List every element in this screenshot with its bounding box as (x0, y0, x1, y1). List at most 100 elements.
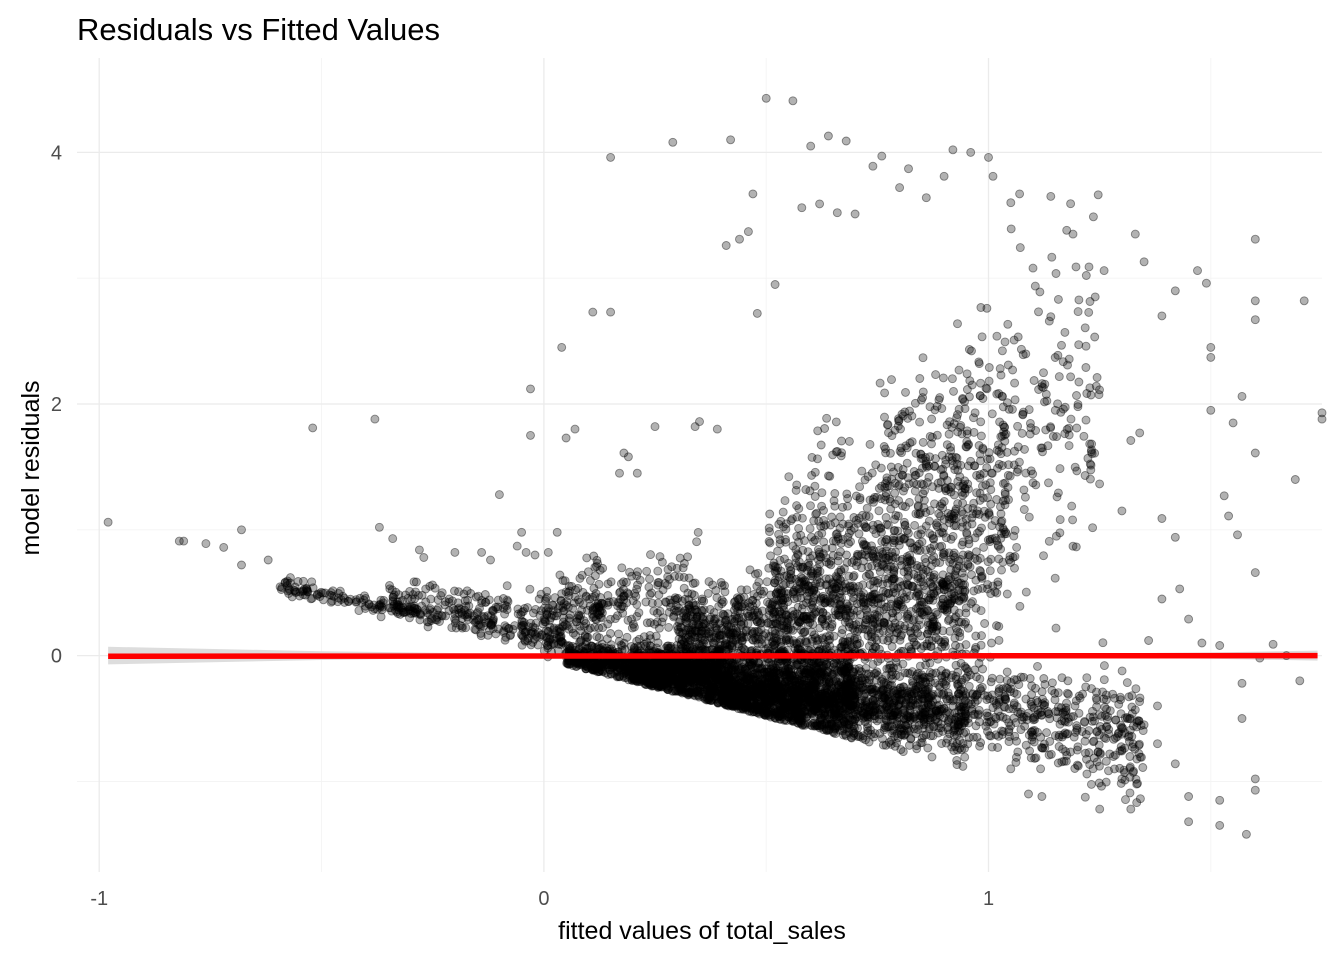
scatter-point (676, 639, 686, 649)
scatter-point (587, 641, 597, 651)
scatter-point (661, 643, 671, 653)
scatter-point (639, 674, 649, 684)
scatter-point (581, 664, 591, 674)
scatter-point (624, 664, 634, 674)
scatter-point (593, 657, 603, 667)
scatter-point (719, 687, 729, 697)
scatter-point (679, 674, 688, 684)
scatter-point (700, 665, 710, 675)
scatter-point (786, 565, 796, 575)
scatter-point (805, 524, 815, 534)
scatter-point (899, 714, 909, 724)
scatter-point (871, 675, 881, 685)
scatter-point (665, 664, 675, 674)
scatter-point (622, 659, 632, 669)
scatter-point (587, 664, 597, 674)
scatter-point (666, 663, 675, 673)
scatter-point (729, 671, 739, 681)
scatter-point (563, 658, 573, 668)
scatter-point (720, 587, 730, 597)
scatter-point (733, 602, 743, 612)
scatter-point (641, 680, 651, 690)
scatter-point (825, 631, 834, 641)
scatter-point (593, 663, 603, 673)
scatter-point (885, 689, 895, 699)
scatter-point (629, 660, 639, 669)
scatter-point (873, 656, 883, 666)
scatter-point (637, 661, 647, 671)
scatter-point (581, 660, 591, 670)
scatter-point (584, 663, 593, 673)
scatter-point (727, 679, 737, 689)
scatter-point (715, 692, 725, 702)
scatter-point (794, 676, 804, 686)
scatter-point (660, 661, 670, 670)
scatter-point (699, 660, 709, 669)
scatter-point (987, 638, 996, 648)
scatter-point (702, 695, 712, 705)
scatter-point (642, 673, 652, 683)
scatter-point (806, 501, 815, 511)
scatter-point (590, 664, 599, 674)
scatter-point (631, 661, 641, 671)
scatter-point (790, 644, 800, 654)
scatter-point (913, 684, 923, 694)
scatter-point (755, 696, 764, 706)
scatter-point (629, 669, 639, 679)
scatter-point (998, 557, 1008, 567)
scatter-point (921, 686, 931, 696)
scatter-point (702, 674, 712, 684)
scatter-point (627, 664, 637, 674)
scatter-point (626, 662, 636, 672)
scatter-point (655, 663, 665, 673)
scatter-point (910, 712, 920, 721)
scatter-point (714, 630, 724, 640)
scatter-point (642, 663, 652, 673)
scatter-point (955, 717, 965, 727)
scatter-point (577, 659, 587, 669)
scatter-point (840, 719, 850, 729)
scatter-point (690, 665, 700, 675)
scatter-point (950, 708, 960, 718)
scatter-point (614, 636, 624, 646)
scatter-point (632, 676, 642, 686)
scatter-point (637, 664, 647, 674)
scatter-point (644, 674, 654, 684)
scatter-point (715, 679, 725, 689)
scatter-point (938, 677, 948, 687)
scatter-point (714, 601, 724, 611)
scatter-point (628, 663, 638, 672)
scatter-point (602, 662, 612, 672)
scatter-point (654, 675, 664, 685)
scatter-point (708, 675, 718, 685)
scatter-point (766, 694, 775, 704)
scatter-point (711, 664, 721, 674)
scatter-point (754, 627, 764, 637)
scatter-point (649, 673, 659, 683)
scatter-point (672, 669, 682, 679)
scatter-point (639, 632, 649, 642)
scatter-point (696, 680, 706, 690)
scatter-point (895, 672, 905, 681)
scatter-point (708, 670, 718, 680)
scatter-point (691, 660, 701, 670)
scatter-point (682, 667, 692, 677)
scatter-point (864, 569, 874, 579)
scatter-point (705, 604, 715, 614)
scatter-point (594, 658, 604, 668)
scatter-point (622, 664, 632, 674)
scatter-point (838, 695, 848, 704)
scatter-point (709, 668, 719, 677)
scatter-point (623, 667, 633, 677)
scatter-point (693, 668, 703, 678)
scatter-point (904, 740, 914, 750)
scatter-point (774, 711, 784, 721)
scatter-point (587, 663, 597, 673)
scatter-point (685, 687, 695, 697)
scatter-point (665, 676, 675, 686)
scatter-point (563, 659, 573, 669)
scatter-point (924, 672, 934, 682)
scatter-point (817, 669, 826, 679)
scatter-point (715, 671, 725, 681)
scatter-point (829, 496, 839, 506)
